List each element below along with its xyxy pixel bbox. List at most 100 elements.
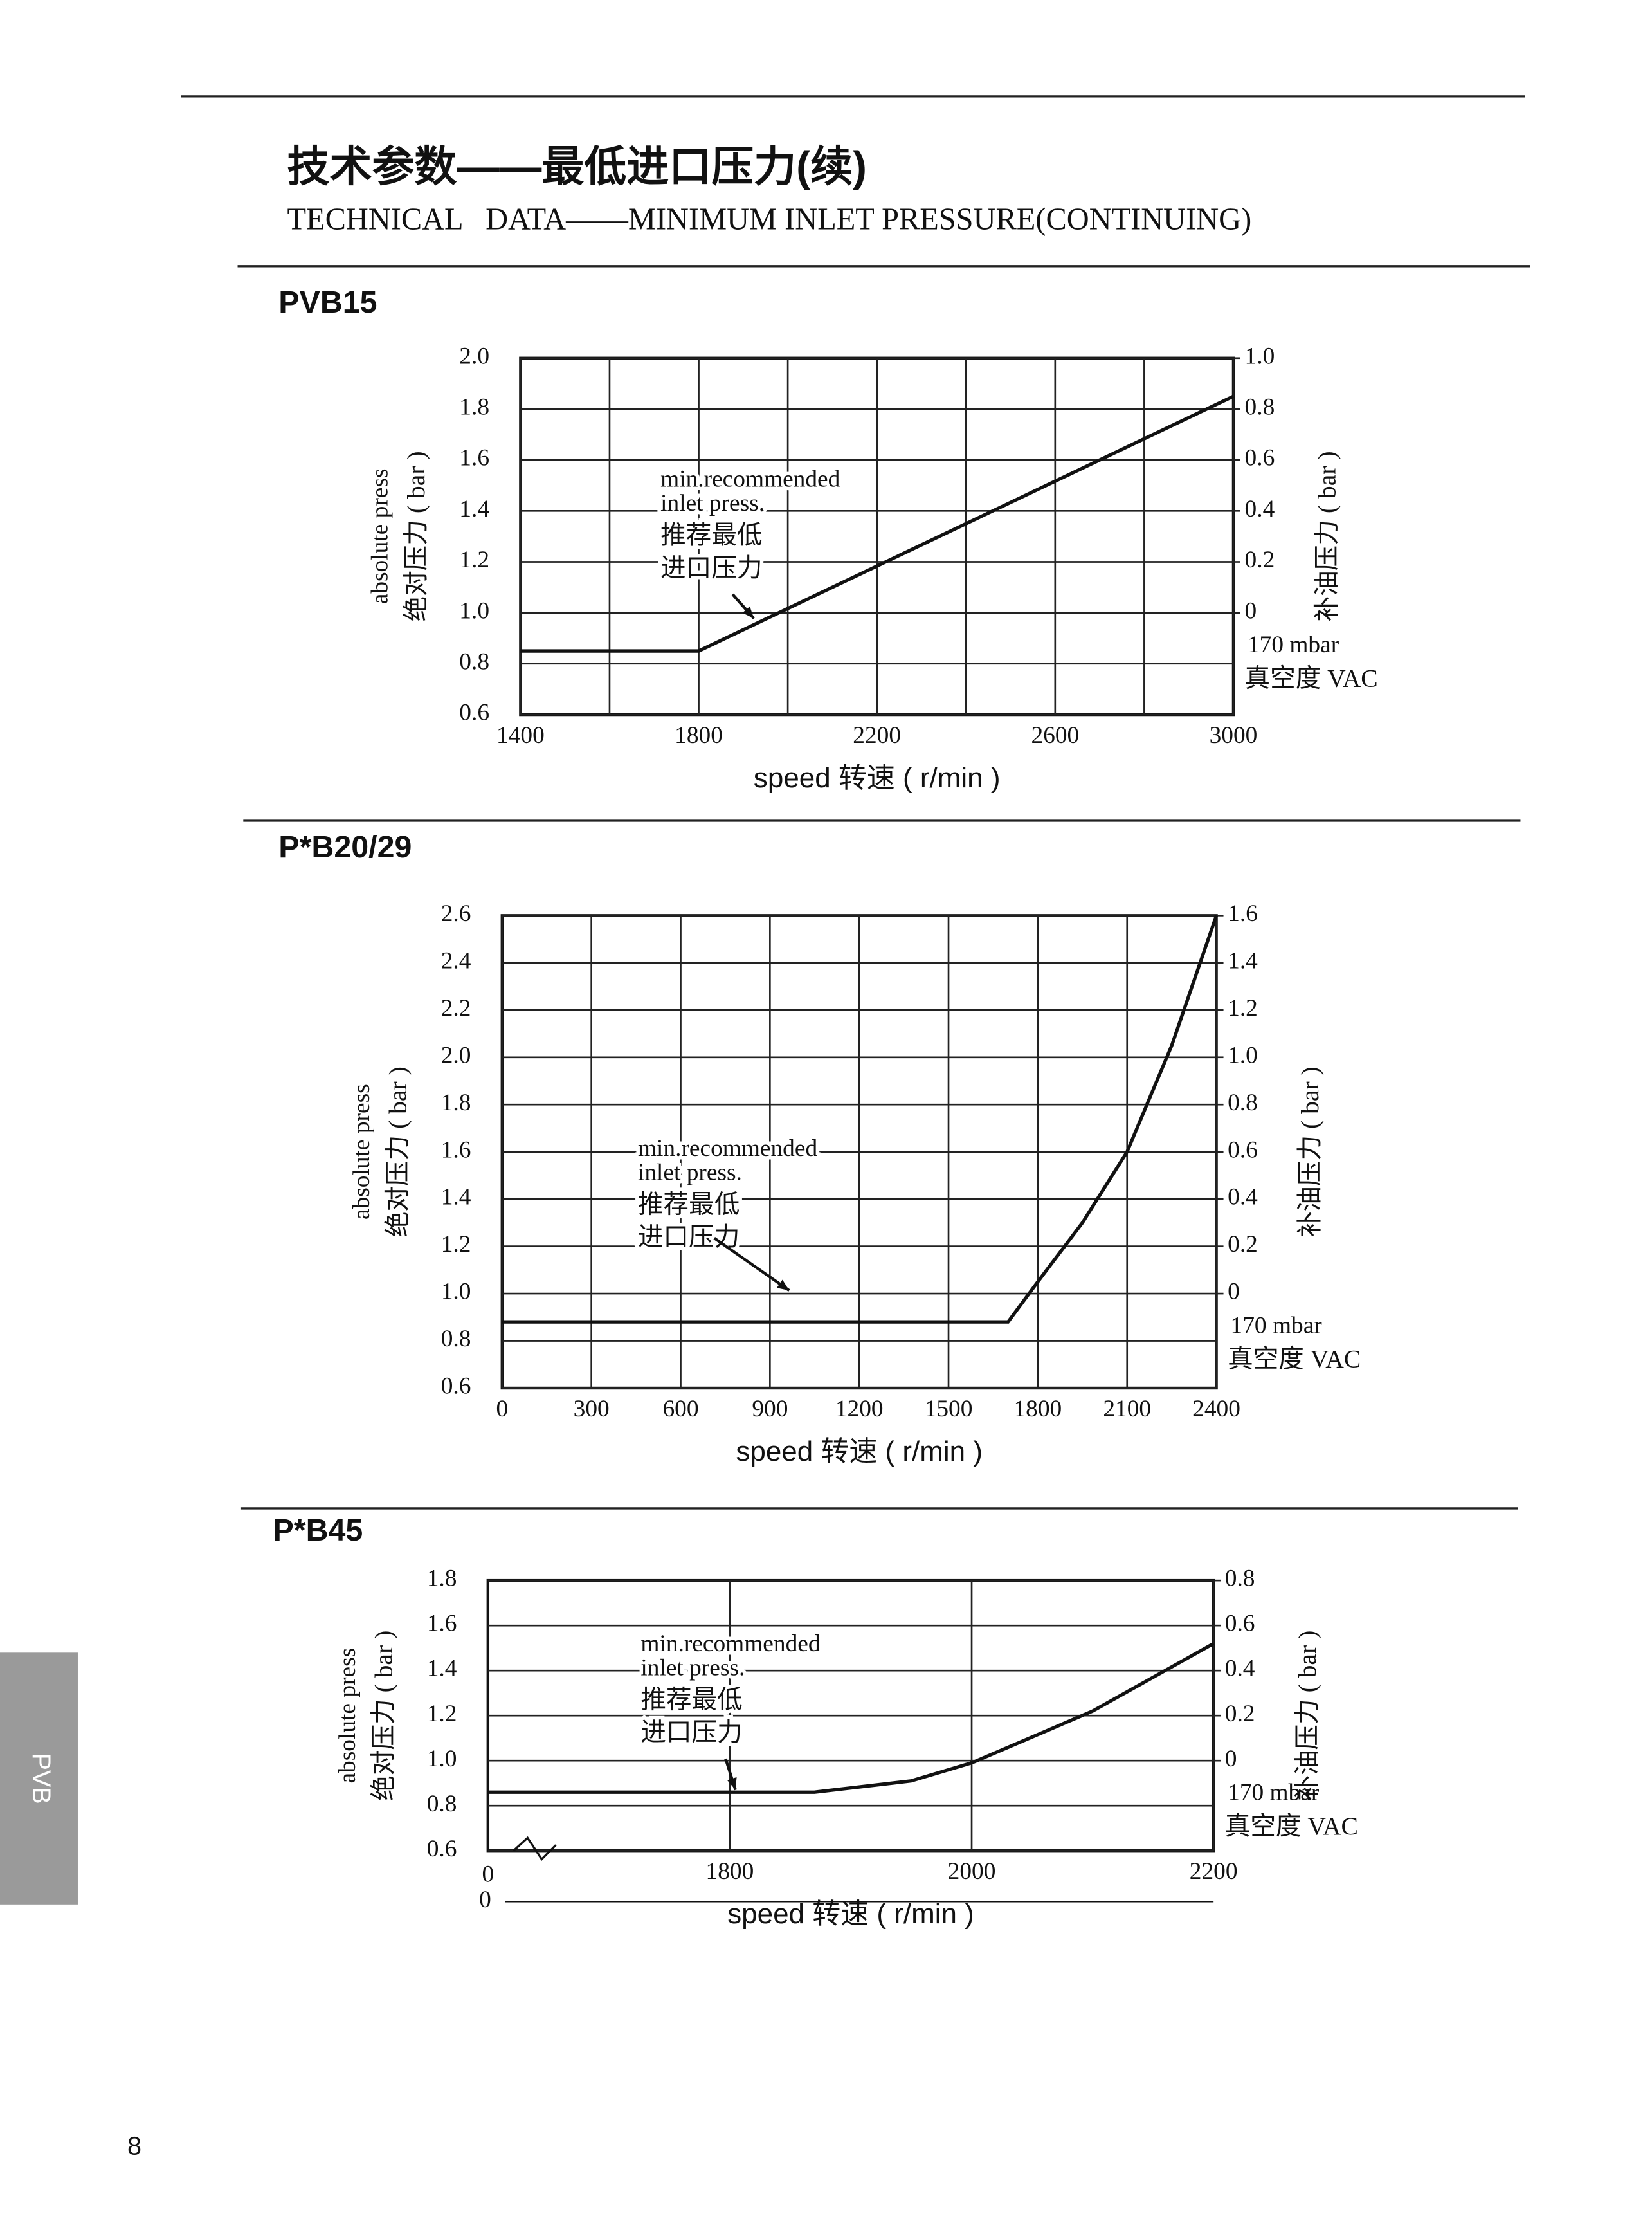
y-tick-label: 0.8 — [427, 1791, 457, 1817]
data-line — [487, 1642, 1215, 1794]
x-tick-label: 2100 — [1103, 1396, 1151, 1422]
y-tick-label: 0.6 — [459, 700, 489, 726]
page-title: 技术参数——最低进口压力(续) — [287, 143, 867, 190]
axis-break — [513, 1836, 557, 1862]
y2-tick-label: 1.0 — [1228, 1042, 1258, 1068]
y-tick-label: 1.4 — [441, 1184, 471, 1211]
annotation: inlet press. — [640, 1654, 745, 1681]
y-tick-label: 0.6 — [441, 1373, 471, 1400]
arrow-head — [776, 1279, 790, 1291]
vacuum-label: 真空度 VAC — [1228, 1345, 1361, 1373]
y2-tick-label: 0.2 — [1228, 1231, 1258, 1258]
y-tick-label: 1.6 — [427, 1611, 457, 1637]
y-tick-label: 1.6 — [459, 445, 489, 471]
axis-break-label: 0 — [482, 1861, 494, 1887]
y2-tick-label: 1.4 — [1228, 947, 1258, 974]
x-tick-label: 2200 — [1190, 1858, 1238, 1885]
y2-tick-label: 0.6 — [1225, 1611, 1255, 1637]
y2-tick-label: 1.0 — [1245, 343, 1275, 369]
y2-tick-label: 0.4 — [1228, 1184, 1258, 1211]
chart-title: P*B20/29 — [278, 830, 412, 864]
y2-tick-label: 1.2 — [1228, 995, 1258, 1021]
y2-tick-label: 0 — [1228, 1279, 1240, 1305]
y-tick-label: 2.0 — [459, 343, 489, 369]
y-tick-label: 1.8 — [427, 1566, 457, 1592]
annotation: inlet press. — [660, 490, 765, 517]
y-tick-label: 1.2 — [427, 1701, 457, 1727]
y2-tick-label: 0 — [1245, 598, 1257, 624]
y-tick-label: 2.6 — [441, 901, 471, 927]
y-axis-label: 绝对压力 ( bar ) — [384, 1066, 412, 1237]
y-tick-label: 1.4 — [427, 1656, 457, 1682]
x-tick-label: 3000 — [1210, 722, 1258, 749]
y-axis-label: absolute press — [334, 1648, 361, 1784]
y-tick-label: 1.2 — [441, 1231, 471, 1258]
y2-tick-label: 0.2 — [1245, 547, 1275, 573]
annotation: 进口压力 — [640, 1718, 742, 1746]
y2-tick-label: 0.6 — [1228, 1137, 1258, 1163]
y-tick-label: 0.8 — [459, 648, 489, 675]
x-tick-label: 2000 — [948, 1858, 996, 1885]
x-tick-label: 300 — [574, 1396, 610, 1422]
annotation: inlet press. — [638, 1159, 742, 1185]
annotation: 推荐最低 — [660, 521, 762, 549]
y-tick-label: 2.4 — [441, 947, 471, 974]
y2-tick-label: 0.8 — [1245, 394, 1275, 421]
y-tick-label: 2.2 — [441, 995, 471, 1021]
x-tick-label: 1500 — [925, 1396, 973, 1422]
y-tick-label: 1.0 — [441, 1279, 471, 1305]
y2-tick-label: 0.2 — [1225, 1701, 1255, 1727]
y-tick-label: 1.0 — [459, 598, 489, 624]
x-tick-label: 2600 — [1031, 722, 1079, 749]
annotation: 推荐最低 — [638, 1191, 740, 1219]
y-axis-label: 绝对压力 ( bar ) — [370, 1631, 398, 1801]
x-tick-label: 1200 — [835, 1396, 884, 1422]
y-tick-label: 1.4 — [459, 496, 489, 522]
x-axis-label: speed 转速 ( r/min ) — [754, 762, 1001, 794]
y2-axis-label: 补油压力 ( bar ) — [1296, 1066, 1324, 1237]
arrow-head — [742, 606, 754, 619]
x-tick-label: 1800 — [706, 1858, 754, 1885]
vacuum-label: 170 mbar — [1228, 1780, 1320, 1806]
data-line — [520, 394, 1235, 653]
side-tab-label: PVB — [27, 1753, 55, 1804]
vacuum-label: 真空度 VAC — [1225, 1812, 1358, 1840]
y-tick-label: 1.2 — [459, 547, 489, 573]
page-subtitle: TECHNICAL DATA——MINIMUM INLET PRESSURE(C… — [287, 203, 1251, 237]
x-tick-label: 600 — [662, 1396, 698, 1422]
y2-axis-label: 补油压力 ( bar ) — [1313, 451, 1341, 621]
y2-tick-label: 0.4 — [1225, 1656, 1255, 1682]
x-tick-label: 2400 — [1192, 1396, 1240, 1422]
x-axis-label: speed 转速 ( r/min ) — [736, 1436, 983, 1467]
annotation: 进口压力 — [660, 554, 762, 582]
y-tick-label: 0.6 — [427, 1836, 457, 1862]
y2-tick-label: 1.6 — [1228, 901, 1258, 927]
y-tick-label: 1.8 — [441, 1090, 471, 1116]
y-axis-label: absolute press — [349, 1084, 375, 1220]
arrow-head — [727, 1777, 737, 1790]
annotation: min.recommended — [640, 1631, 820, 1657]
x-tick-label: 1400 — [496, 722, 545, 749]
y-tick-label: 2.0 — [441, 1042, 471, 1068]
y-axis-label: absolute press — [367, 469, 393, 605]
y-axis-label: 绝对压力 ( bar ) — [402, 451, 430, 621]
vacuum-label: 真空度 VAC — [1245, 664, 1378, 692]
x-tick-label: 900 — [752, 1396, 788, 1422]
y2-tick-label: 0 — [1225, 1746, 1237, 1772]
page-number: 8 — [127, 2132, 141, 2161]
data-line — [502, 915, 1219, 1324]
y2-tick-label: 0.8 — [1225, 1566, 1255, 1592]
x-tick-label: 1800 — [1013, 1396, 1062, 1422]
y-tick-label: 0.8 — [441, 1326, 471, 1352]
annotation: 进口压力 — [638, 1223, 740, 1251]
x-tick-label: 2200 — [853, 722, 901, 749]
chart-title: P*B45 — [273, 1513, 363, 1548]
y-tick-label: 1.0 — [427, 1746, 457, 1772]
x-axis-label: speed 转速 ( r/min ) — [727, 1898, 974, 1930]
x-tick-label: 0 — [496, 1396, 508, 1422]
annotation-arrow — [713, 1237, 790, 1292]
y2-tick-label: 0.8 — [1228, 1090, 1258, 1116]
vacuum-label: 170 mbar — [1231, 1312, 1323, 1339]
y2-tick-label: 0.4 — [1245, 496, 1275, 522]
